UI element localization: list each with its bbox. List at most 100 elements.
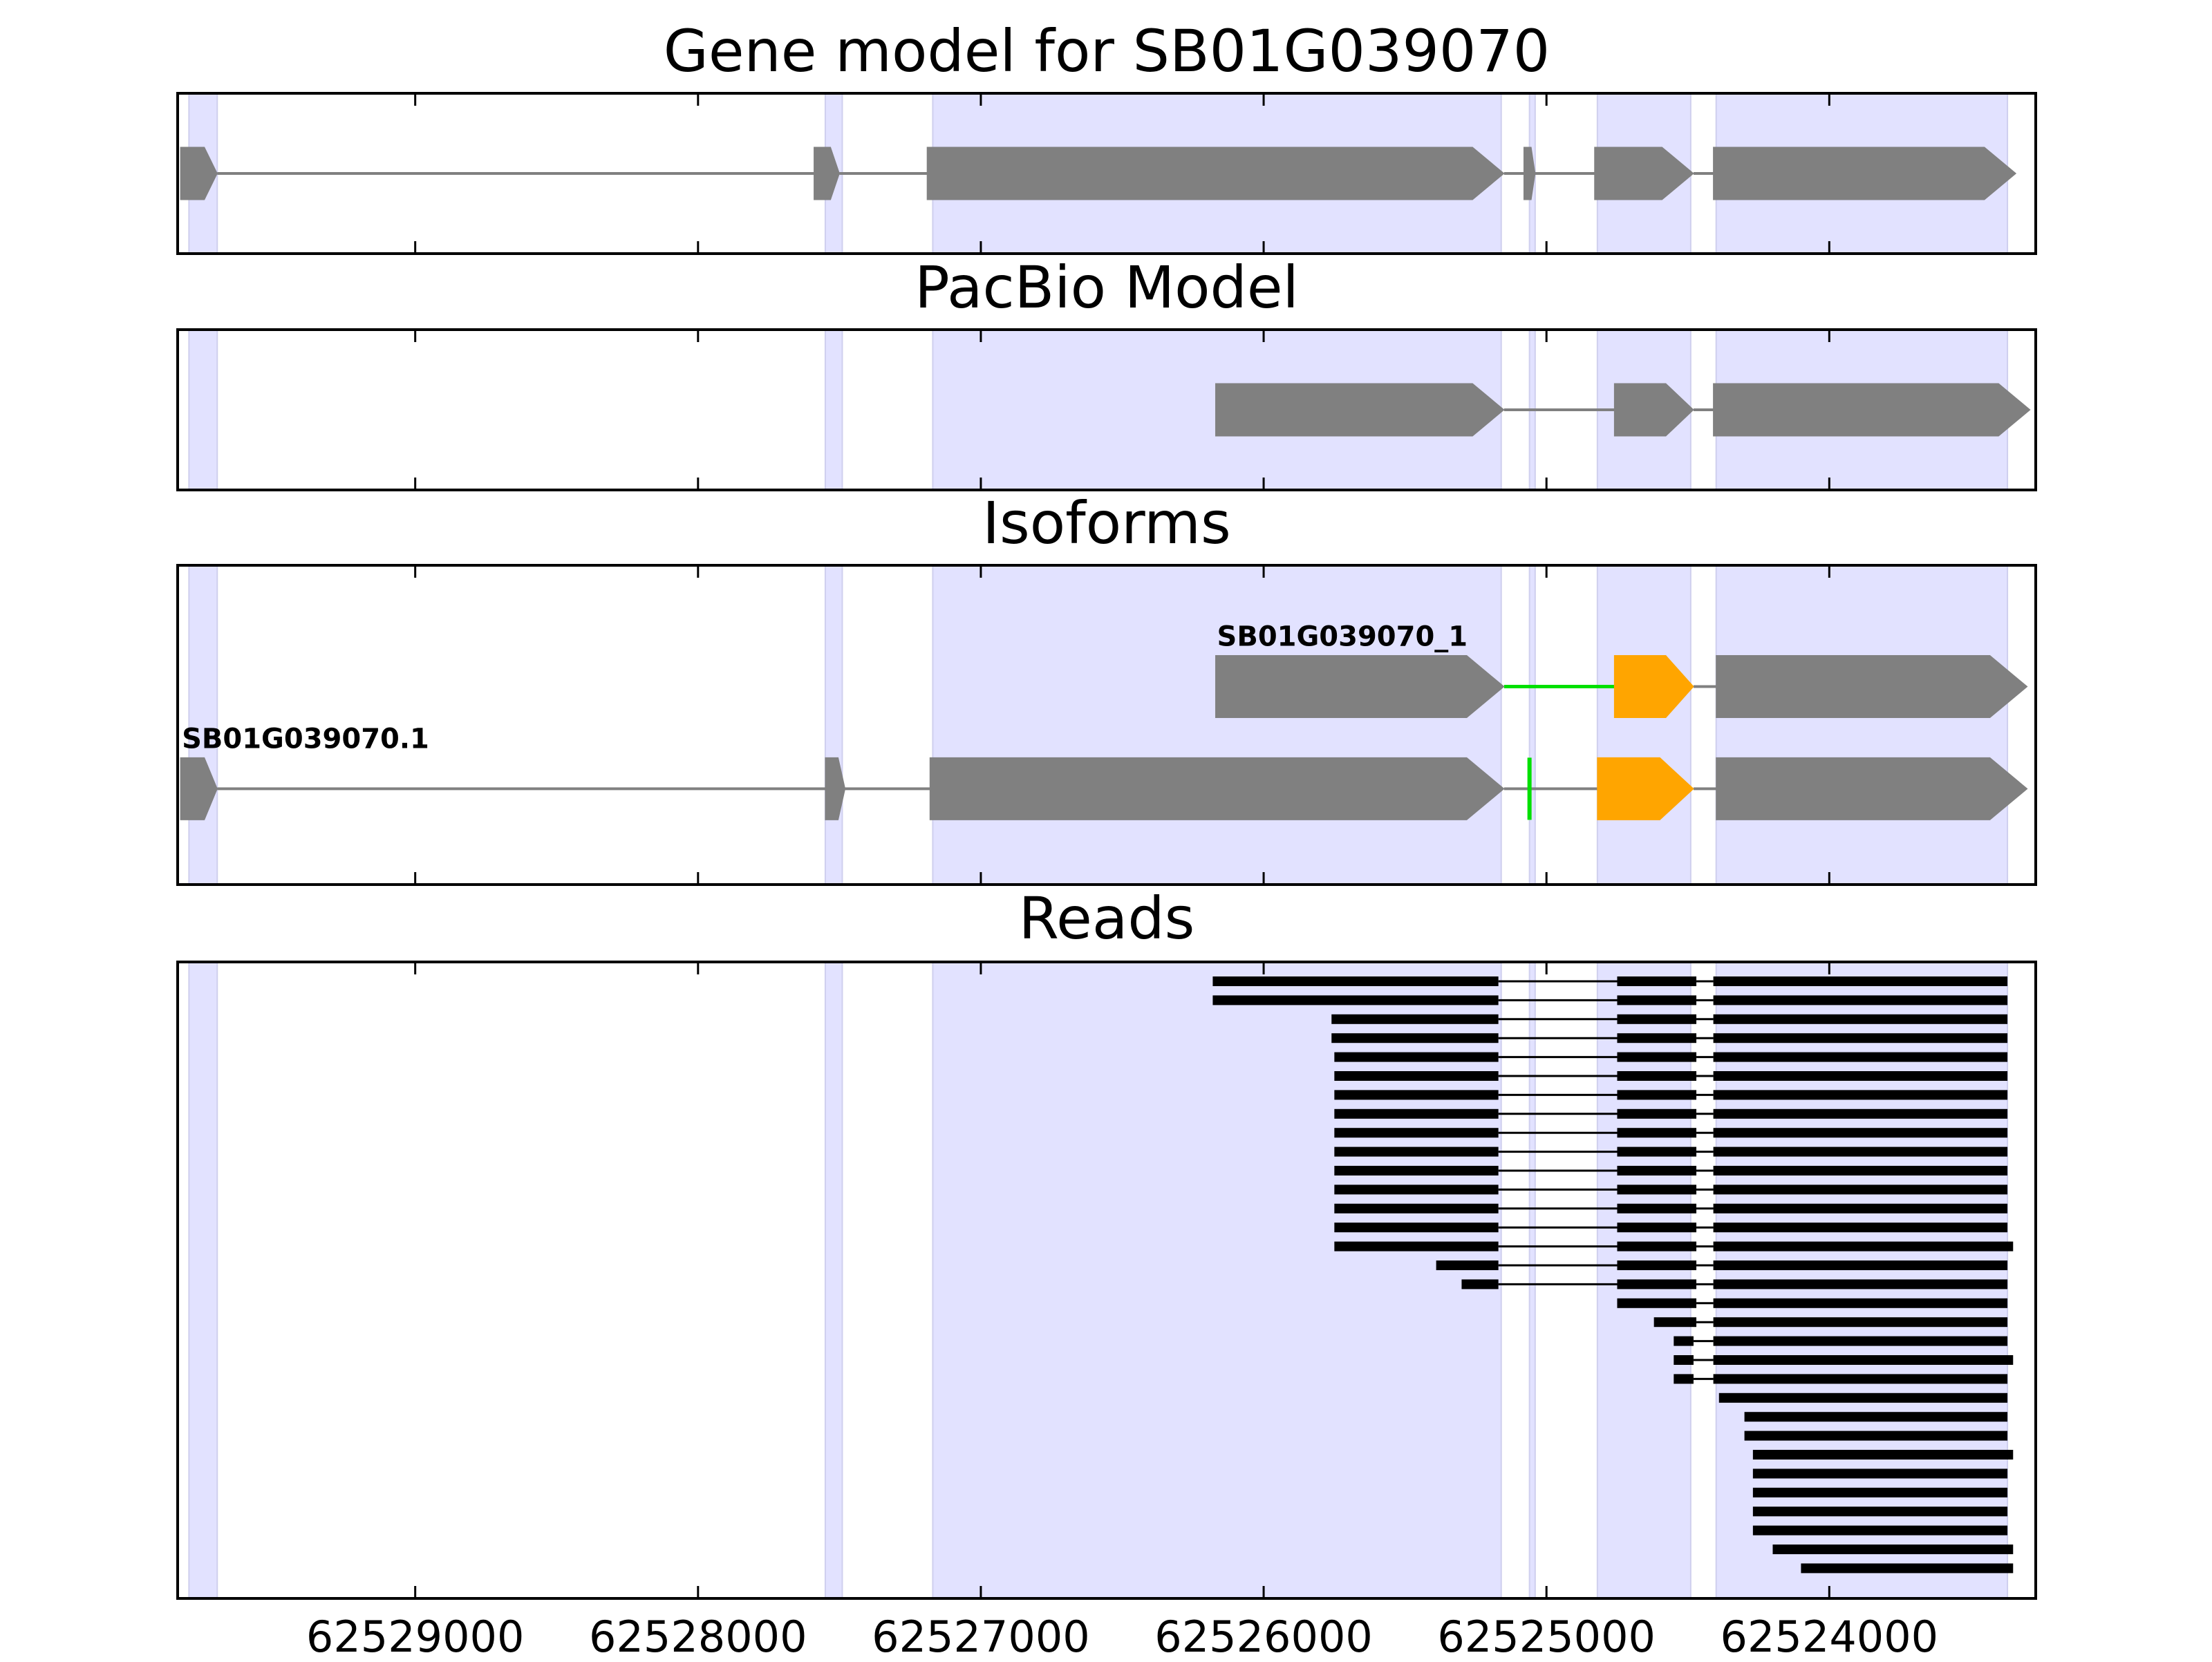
panel-frame <box>176 92 2037 255</box>
tick-label: 62526000 <box>1154 1612 1373 1659</box>
read-exon <box>1617 1033 1697 1044</box>
shaded-region-1 <box>824 329 843 491</box>
read-exon <box>1718 1392 2008 1403</box>
exon-arrow <box>1523 147 1536 200</box>
read-20 <box>1674 1355 2014 1365</box>
read-14 <box>1334 1241 2014 1252</box>
read-6 <box>1334 1090 2008 1100</box>
read-1 <box>1212 995 2008 1005</box>
read-2 <box>1331 1014 2008 1024</box>
read-exon <box>1713 1222 2008 1233</box>
read-exon <box>1713 1298 2008 1308</box>
read-22 <box>1718 1392 2008 1403</box>
read-exon <box>1334 1222 1499 1233</box>
read-exon <box>1713 1071 2008 1081</box>
read-exon <box>1334 1241 1499 1252</box>
panel-gene-model: Gene model for SB01G039070 <box>176 17 2037 255</box>
read-24 <box>1744 1430 2008 1441</box>
read-exon <box>1331 1014 1499 1024</box>
read-exon <box>1713 1241 2014 1252</box>
panel-frame <box>176 961 2037 1600</box>
read-3 <box>1331 1033 2008 1044</box>
read-exon <box>1617 1260 1697 1270</box>
read-exon <box>1212 976 1499 986</box>
read-exon <box>1436 1260 1499 1270</box>
exon-arrow <box>180 757 218 820</box>
panel-isoforms: Isoforms SB01G039070_1 SB01G039070.1 <box>176 489 2037 886</box>
read-exon <box>1713 1166 2008 1175</box>
read-exon <box>1617 1052 1697 1062</box>
shaded-region-0 <box>188 961 218 1599</box>
exon-arrow <box>1597 757 1694 820</box>
panel-title: PacBio Model <box>915 254 1299 321</box>
read-exon <box>1653 1317 1697 1328</box>
exon-arrow <box>180 147 218 200</box>
exon-arrow <box>1613 655 1694 719</box>
read-exon <box>1617 1203 1697 1214</box>
read-exon <box>1334 1128 1499 1138</box>
exon-arrow <box>929 757 1505 820</box>
panel-pacbio-model: PacBio Model <box>176 254 2037 491</box>
read-exon <box>1617 995 1697 1005</box>
read-exon <box>1674 1336 1694 1346</box>
track-0 <box>180 147 2017 200</box>
shaded-region-5 <box>1715 565 2009 885</box>
read-exon <box>1713 1128 2008 1138</box>
read-exon <box>1212 995 1499 1005</box>
read-exon <box>1461 1279 1499 1290</box>
shaded-region-1 <box>824 961 843 1599</box>
read-exon <box>1752 1469 2008 1479</box>
read-exon <box>1617 1241 1697 1252</box>
read-exon <box>1334 1108 1499 1119</box>
panel-title: Reads <box>1019 885 1195 952</box>
read-7 <box>1334 1108 2008 1119</box>
read-exon <box>1334 1071 1499 1081</box>
isoform-label: SB01G039070_1 <box>1217 621 1468 653</box>
read-exon <box>1744 1412 2008 1422</box>
read-exon <box>1713 1374 2008 1384</box>
exon-arrow <box>1613 383 1694 437</box>
read-4 <box>1334 1052 2008 1062</box>
exon-arrow <box>1594 147 1694 200</box>
read-exon <box>1752 1525 2008 1536</box>
read-15 <box>1436 1260 2008 1270</box>
tick-label: 62527000 <box>872 1612 1090 1659</box>
read-13 <box>1334 1222 2008 1233</box>
read-exon <box>1334 1184 1499 1195</box>
read-exon <box>1713 1260 2008 1270</box>
read-17 <box>1617 1298 2008 1308</box>
read-exon <box>1617 1279 1697 1290</box>
read-0 <box>1212 976 2008 986</box>
read-exon <box>1713 1336 2008 1346</box>
read-exon <box>1713 1052 2008 1062</box>
read-exon <box>1752 1507 2008 1517</box>
track-1: SB01G039070.1 <box>180 723 2028 820</box>
read-exon <box>1334 1090 1499 1100</box>
exon-arrow <box>825 757 846 820</box>
exon-arrow <box>1713 147 2017 200</box>
read-exon <box>1713 1108 2008 1119</box>
read-exon <box>1617 1222 1697 1233</box>
read-exon <box>1617 1128 1697 1138</box>
read-exon <box>1617 1184 1697 1195</box>
isoform-label: SB01G039070.1 <box>182 723 429 755</box>
read-26 <box>1752 1469 2008 1479</box>
read-23 <box>1744 1412 2008 1422</box>
read-exon <box>1713 1033 2008 1044</box>
read-exon <box>1744 1430 2008 1441</box>
read-29 <box>1752 1525 2008 1536</box>
read-exon <box>1713 1203 2008 1214</box>
read-exon <box>1713 1279 2008 1290</box>
tick-label: 62525000 <box>1437 1612 1656 1659</box>
read-exon <box>1617 1298 1697 1308</box>
read-exon <box>1334 1166 1499 1175</box>
read-exon <box>1713 995 2008 1005</box>
panel-frame <box>176 328 2037 491</box>
read-exon <box>1617 976 1697 986</box>
shaded-region-3 <box>1528 565 1536 885</box>
read-10 <box>1334 1166 2008 1175</box>
shaded-region-1 <box>824 565 843 885</box>
shaded-region-0 <box>188 329 218 491</box>
read-exon <box>1801 1563 2014 1574</box>
